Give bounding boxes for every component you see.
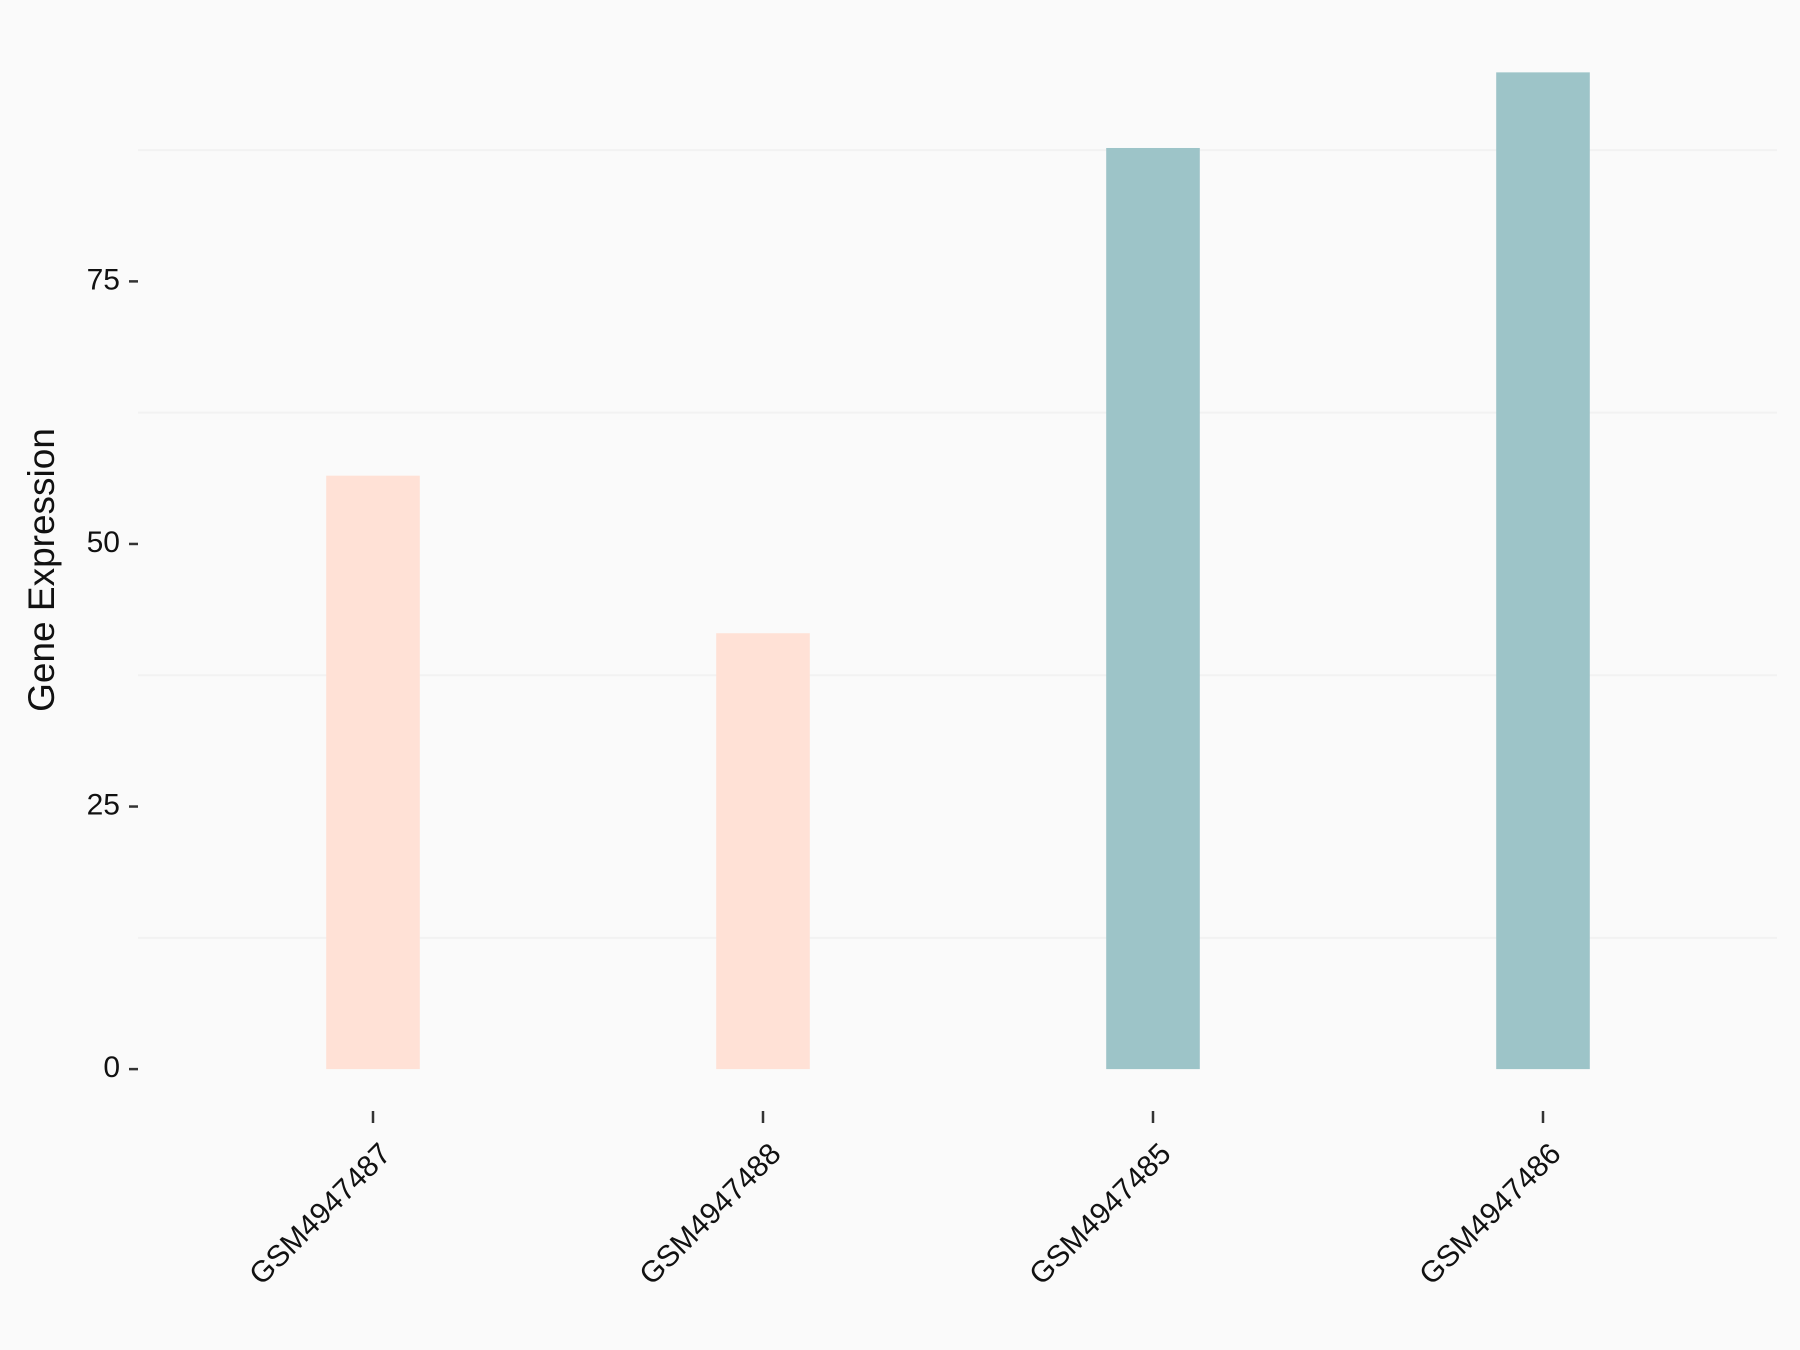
bar [326,475,420,1070]
bar [1496,72,1590,1070]
y-tick-label: 75 [87,263,120,296]
y-axis-title: Gene Expression [21,428,62,712]
y-tick-label: 25 [87,788,120,821]
bar [1106,147,1200,1070]
y-tick-label: 0 [103,1051,120,1084]
bar [716,633,810,1070]
y-tick-label: 50 [87,526,120,559]
